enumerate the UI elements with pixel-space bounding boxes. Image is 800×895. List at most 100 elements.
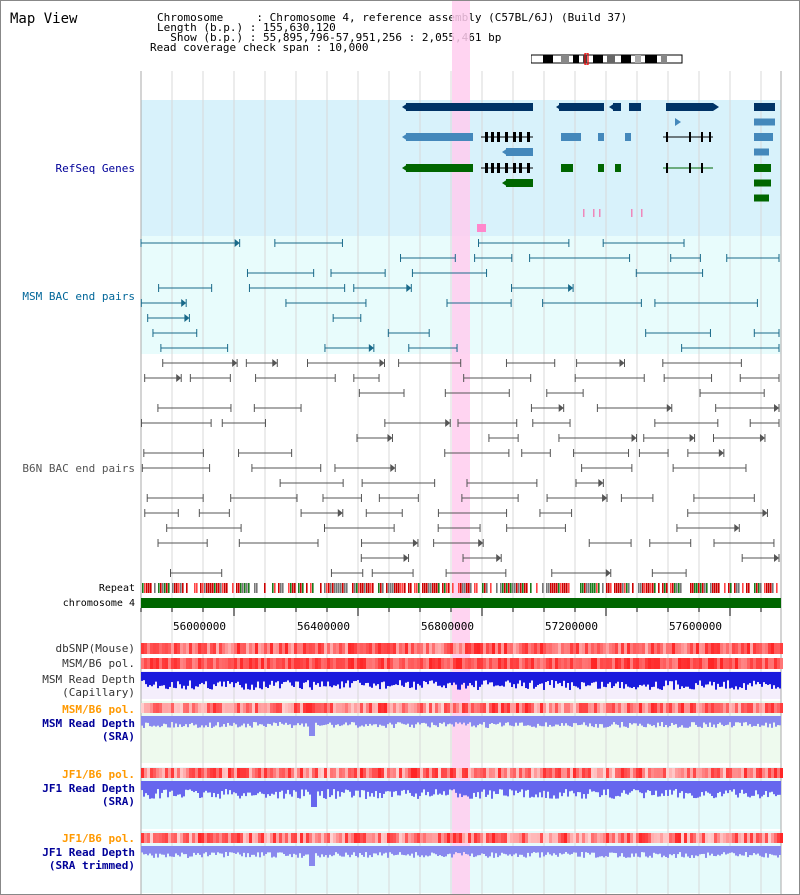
depth-bar (229, 846, 231, 853)
repeat-mark (174, 583, 176, 593)
heat-cell (585, 703, 588, 713)
bac-arrow (368, 344, 374, 352)
repeat-mark (506, 583, 508, 593)
heat-cell (645, 768, 648, 778)
heat-cell (321, 658, 324, 669)
heat-cell (618, 643, 621, 654)
heat-cell (225, 658, 228, 669)
heat-cell (720, 643, 723, 654)
depth-bar (153, 781, 155, 799)
heat-cell (456, 643, 459, 654)
depth-bar (669, 716, 671, 727)
chromosome-ideogram[interactable] (531, 53, 683, 65)
heat-cell (213, 768, 216, 778)
depth-bar (207, 846, 209, 857)
heat-cell (375, 658, 378, 669)
heat-cell (408, 643, 411, 654)
heat-cell (777, 643, 780, 654)
depth-bar (147, 846, 149, 856)
gene-exon (561, 133, 581, 141)
heat-cell (375, 833, 378, 843)
repeat-mark (146, 583, 148, 593)
heat-cell (486, 658, 489, 669)
depth-bar (729, 672, 731, 689)
heat-cell (765, 658, 768, 669)
depth-bar (539, 781, 541, 793)
depth-bar (353, 846, 355, 853)
heat-cell (648, 658, 651, 669)
heat-cell (537, 643, 540, 654)
heat-cell (675, 768, 678, 778)
depth-bar (543, 846, 545, 857)
repeat-mark (566, 583, 568, 593)
heat-cell (477, 658, 480, 669)
heat-cell (234, 703, 237, 713)
heat-cell (345, 703, 348, 713)
heat-cell (141, 833, 144, 843)
repeat-mark (590, 583, 592, 593)
depth-bar (643, 846, 645, 853)
depth-bar (639, 672, 641, 685)
depth-bar (503, 846, 505, 854)
depth-bar (167, 846, 169, 854)
depth-bar (461, 672, 463, 685)
depth-bar (229, 672, 231, 684)
depth-bar (555, 846, 557, 855)
heat-cell (318, 768, 321, 778)
heat-cell (573, 768, 576, 778)
heat-cell (327, 658, 330, 669)
heat-cell (369, 658, 372, 669)
depth-bar (519, 716, 521, 723)
heat-cell (153, 658, 156, 669)
repeat-mark (674, 583, 676, 593)
depth-bar (657, 716, 659, 723)
heat-cell (603, 643, 606, 654)
heat-cell (207, 768, 210, 778)
depth-bar (309, 672, 311, 688)
depth-bar (309, 781, 311, 795)
depth-bar (569, 781, 571, 792)
depth-bar (487, 672, 489, 685)
depth-bar (369, 781, 371, 797)
heat-cell (477, 833, 480, 843)
depth-bar (577, 716, 579, 726)
depth-bar (185, 846, 187, 855)
depth-bar (205, 716, 207, 726)
heat-cell (705, 833, 708, 843)
bac-arrow (605, 569, 611, 577)
depth-bar (665, 716, 667, 725)
depth-bar (679, 781, 681, 793)
depth-bar (145, 716, 147, 723)
depth-bar (289, 672, 291, 683)
bac-arrow (181, 299, 187, 307)
heat-cell (612, 703, 615, 713)
heat-cell (525, 833, 528, 843)
depth-bar (303, 781, 305, 797)
depth-bar (505, 672, 507, 682)
depth-bar (403, 846, 405, 856)
depth-bar (603, 672, 605, 687)
depth-bar (391, 781, 393, 797)
heat-cell (237, 643, 240, 654)
bac-arrow (666, 404, 672, 412)
heat-cell (390, 833, 393, 843)
heat-cell (171, 833, 174, 843)
depth-bar (167, 781, 169, 798)
heat-cell (360, 643, 363, 654)
heat-cell (246, 703, 249, 713)
msm-depth-cap-label-1: MSM Read Depth (42, 673, 135, 686)
heat-cell (354, 768, 357, 778)
depth-bar (741, 846, 743, 856)
heat-cell (444, 703, 447, 713)
depth-bar (693, 672, 695, 690)
heat-cell (210, 658, 213, 669)
repeat-mark (646, 583, 648, 593)
heat-cell (720, 833, 723, 843)
depth-bar (535, 672, 537, 687)
heat-cell (438, 768, 441, 778)
depth-bar (331, 846, 333, 857)
repeat-mark (242, 583, 244, 593)
heat-cell (591, 643, 594, 654)
depth-bar (759, 781, 761, 799)
